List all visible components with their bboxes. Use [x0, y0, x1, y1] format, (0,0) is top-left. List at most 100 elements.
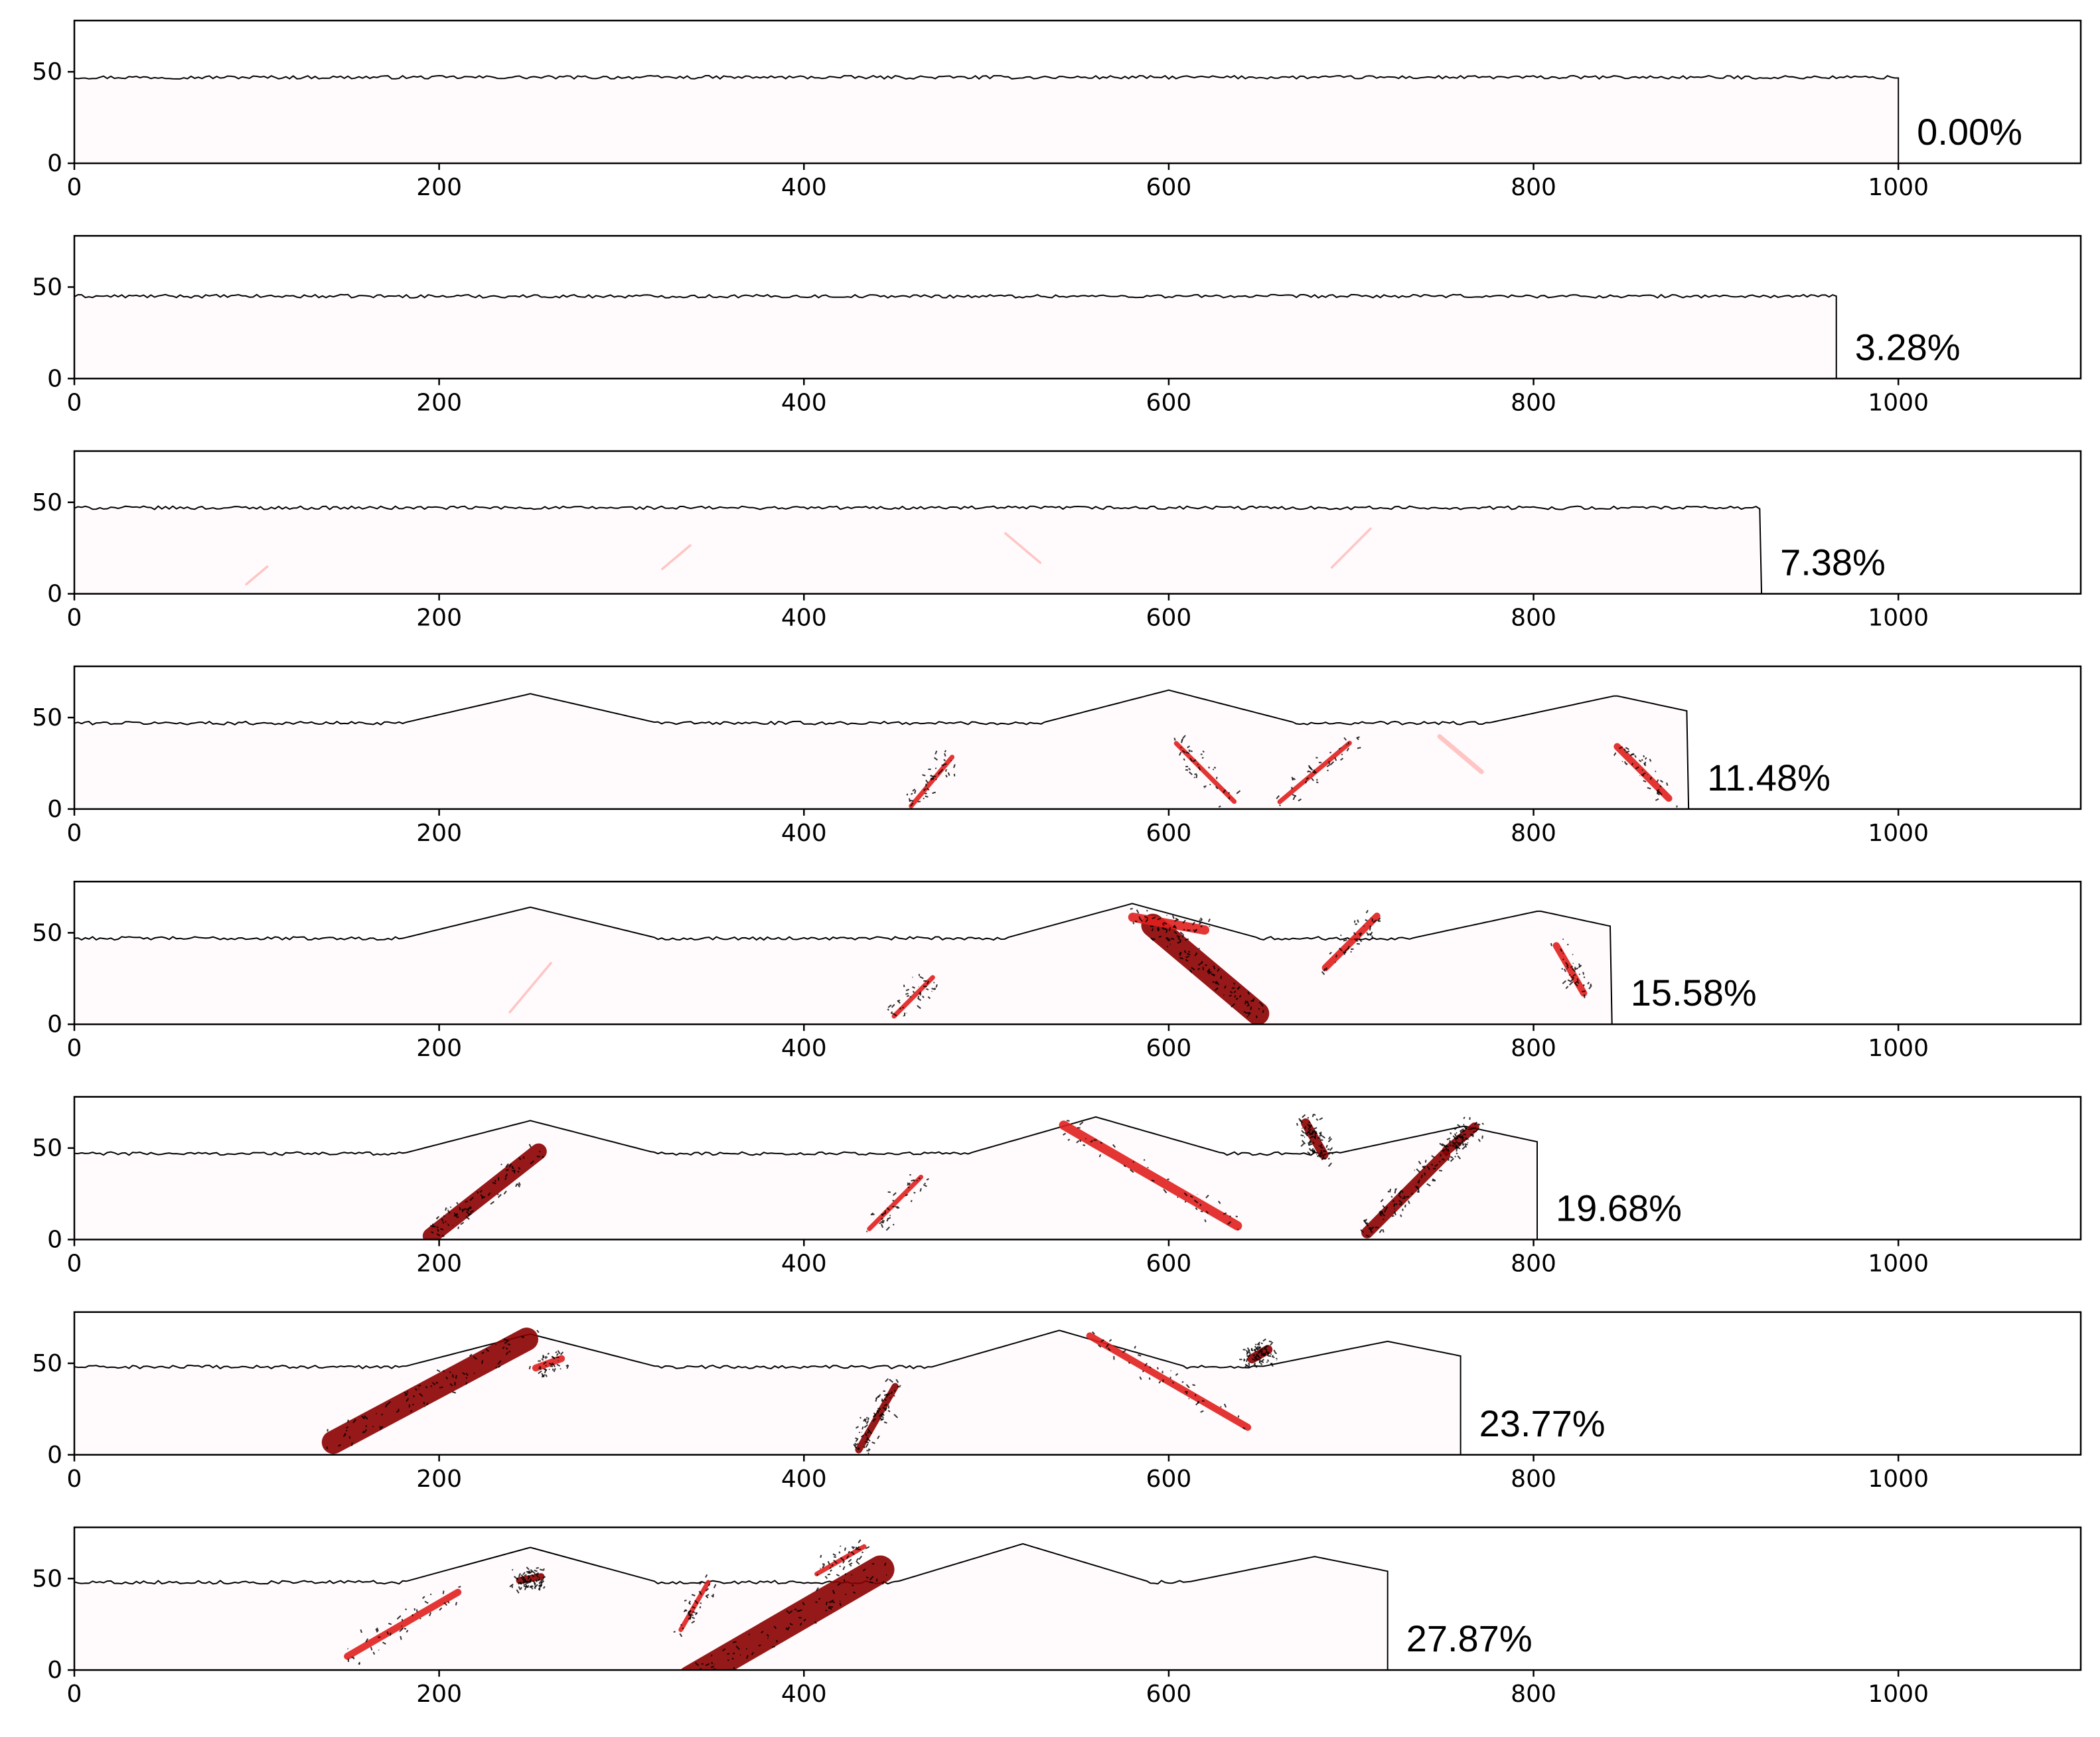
crack-mark [1387, 1190, 1390, 1193]
crack-mark [1199, 917, 1203, 921]
crack-mark [923, 788, 927, 791]
crack-mark [746, 1655, 749, 1659]
crack-mark [943, 759, 946, 762]
crack-mark [1313, 1113, 1316, 1116]
crack-mark [404, 1627, 407, 1630]
crack-mark [1223, 789, 1227, 794]
crack-mark [884, 1407, 887, 1412]
crack-mark [789, 1623, 793, 1626]
crack-mark [872, 1418, 876, 1422]
crack-mark [1449, 1144, 1452, 1147]
strain-band [1552, 942, 1588, 997]
crack-mark [505, 1163, 509, 1168]
strain-band [867, 1174, 924, 1231]
crack-mark [1189, 969, 1193, 973]
x-tick-label: 400 [781, 1035, 827, 1062]
crack-mark [536, 1329, 540, 1333]
x-tick-label: 400 [781, 389, 827, 416]
surface-profile [74, 505, 1763, 594]
crack-mark [937, 771, 941, 775]
domain-fill [74, 1543, 1388, 1671]
crack-mark [911, 1179, 915, 1182]
crack-mark [1347, 945, 1350, 950]
y-tick-label: 50 [32, 1350, 62, 1377]
crack-mark [1163, 1189, 1167, 1193]
crack-mark [867, 1442, 869, 1444]
crack-mark [848, 1558, 852, 1562]
crack-mark [1329, 1147, 1333, 1152]
crack-mark [887, 1410, 891, 1412]
crack-mark [1659, 779, 1663, 783]
x-tick-label: 600 [1146, 605, 1192, 632]
x-tick-label: 200 [416, 605, 462, 632]
crack-mark [863, 1424, 868, 1428]
crack-mark [824, 1576, 828, 1580]
crack-mark [830, 1569, 832, 1572]
plot-area [74, 74, 1900, 163]
crack-mark [345, 1430, 348, 1432]
plot-area [74, 689, 1690, 809]
progress-label: 23.77% [1479, 1402, 1606, 1444]
crack-mark [462, 1207, 467, 1211]
crack-mark [1175, 917, 1179, 921]
crack-mark [467, 1213, 472, 1217]
crack-mark [912, 986, 916, 989]
crack-mark [1321, 1135, 1325, 1139]
crack-mark [881, 1412, 885, 1416]
crack-mark [931, 775, 934, 778]
crack-mark [1310, 1135, 1314, 1139]
crack-mark [526, 1566, 530, 1570]
crack-mark [933, 982, 935, 984]
surface-profile [74, 1116, 1538, 1240]
crack-mark [935, 750, 938, 755]
y-tick-label: 0 [47, 1657, 62, 1684]
x-tick-label: 800 [1511, 1250, 1556, 1278]
crack-mark [1454, 1126, 1458, 1130]
crack-mark [1327, 1158, 1330, 1160]
crack-mark [840, 1556, 845, 1561]
crack-mark [1315, 781, 1319, 784]
crack-mark [1268, 1355, 1272, 1357]
crack-mark [721, 1648, 726, 1652]
panel-5: 0 200 400 600 800 1000 0 50 15.58% [32, 880, 2082, 1062]
crack-mark [884, 1562, 887, 1566]
axes-frame [73, 1096, 2082, 1241]
crack-mark [1242, 1427, 1246, 1430]
crack-mark [831, 1564, 834, 1567]
crack-mark [530, 1160, 534, 1164]
crack-mark [881, 1580, 885, 1585]
crack-mark [1450, 1158, 1454, 1162]
crack-mark [436, 1226, 439, 1229]
crack-mark [500, 1164, 502, 1166]
crack-mark [565, 1364, 569, 1367]
crack-mark [531, 1574, 535, 1578]
crack-mark [1243, 1010, 1247, 1014]
crack-mark [1340, 757, 1344, 761]
crack-mark [887, 1008, 889, 1011]
crack-mark [1475, 1128, 1480, 1132]
crack-mark [832, 1553, 836, 1556]
crack-mark [465, 1211, 470, 1215]
crack-mark [944, 749, 947, 753]
crack-mark [856, 1447, 860, 1450]
crack-mark [1470, 1128, 1473, 1130]
strain-band [661, 544, 692, 570]
crack-mark [1189, 1195, 1193, 1198]
x-tick-label: 200 [416, 820, 462, 847]
crack-mark [1253, 1362, 1256, 1366]
panel-2: 0 200 400 600 800 1000 0 50 3.28% [32, 235, 2082, 416]
crack-mark [1076, 1140, 1080, 1144]
progress-label: 0.00% [1917, 111, 2022, 153]
crack-mark [1255, 1358, 1258, 1361]
crack-mark [1177, 937, 1182, 942]
crack-mark [1431, 1155, 1435, 1158]
crack-mark [682, 1627, 684, 1629]
crack-mark [1270, 1362, 1274, 1367]
crack-mark [1568, 974, 1571, 976]
crack-mark [445, 1221, 447, 1223]
crack-mark [733, 1667, 735, 1671]
crack-mark [1223, 1403, 1227, 1408]
x-tick-label: 800 [1511, 820, 1556, 847]
crack-mark [417, 1385, 421, 1387]
